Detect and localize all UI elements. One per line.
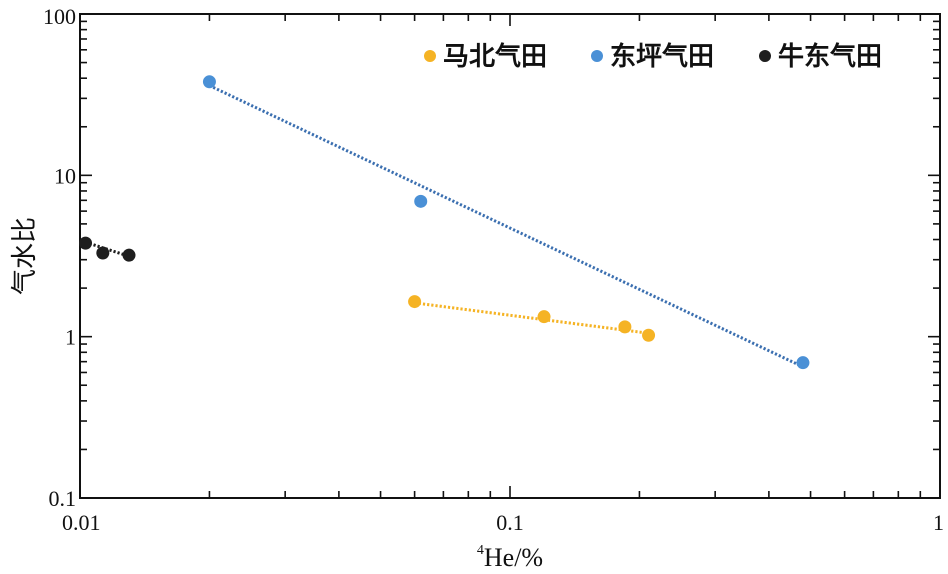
y-tick-label: 10 <box>54 163 76 188</box>
x-tick-label: 0.01 <box>62 510 101 535</box>
x-axis-title: 4He/% <box>477 543 543 572</box>
legend-marker-1 <box>591 50 603 62</box>
data-point-series-1 <box>796 356 810 370</box>
trendline-0 <box>414 301 649 335</box>
y-tick-label: 100 <box>43 4 76 29</box>
data-point-series-2 <box>122 248 136 262</box>
legend-label-1: 东坪气田 <box>610 41 714 72</box>
data-point-series-2 <box>96 246 110 260</box>
data-point-series-0 <box>408 295 422 309</box>
legend-marker-2 <box>759 50 771 62</box>
legend-label-0: 马北气田 <box>443 41 547 72</box>
trendline-1 <box>208 84 804 369</box>
y-tick-label: 1 <box>65 325 76 350</box>
legend: 马北气田 东坪气田 牛东气田 <box>424 41 882 72</box>
legend-label-2: 牛东气田 <box>778 41 882 72</box>
x-tick-label: 0.1 <box>496 510 524 535</box>
data-points <box>79 75 810 370</box>
x-tick-label: 1 <box>933 510 944 535</box>
data-point-series-1 <box>414 194 428 208</box>
trendlines <box>85 84 804 369</box>
x-axis-title-superscript: 4 <box>477 543 484 558</box>
data-point-series-2 <box>79 236 93 250</box>
x-axis-title-text: He/% <box>484 543 543 572</box>
data-point-series-1 <box>202 75 216 89</box>
data-point-series-0 <box>642 328 656 342</box>
y-tick-label: 0.1 <box>49 486 77 511</box>
legend-marker-0 <box>424 50 436 62</box>
data-point-series-0 <box>618 320 632 334</box>
data-point-series-0 <box>537 310 551 324</box>
y-axis-title: 气水比 <box>10 217 40 295</box>
